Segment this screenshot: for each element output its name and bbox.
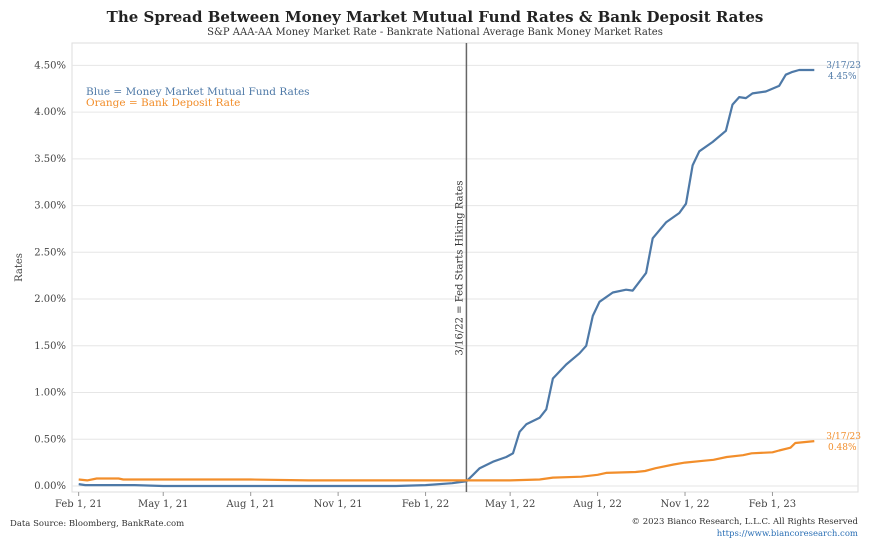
- y-tick-label: 3.50%: [34, 154, 66, 165]
- chart-title: The Spread Between Money Market Mutual F…: [106, 8, 764, 26]
- y-tick-label: 0.50%: [34, 434, 66, 445]
- x-tick-label: May 1, 22: [485, 499, 535, 510]
- copyright-note: © 2023 Bianco Research, L.L.C. All Right…: [631, 517, 858, 527]
- copyright-block: © 2023 Bianco Research, L.L.C. All Right…: [632, 516, 858, 540]
- x-tick-label: Aug 1, 22: [572, 499, 622, 510]
- y-tick-label: 4.00%: [34, 107, 66, 118]
- legend-entry-orange: Orange = Bank Deposit Rate: [86, 97, 240, 109]
- x-tick-label: Feb 1, 22: [402, 499, 449, 510]
- x-tick-label: Feb 1, 21: [55, 499, 102, 510]
- y-tick-label: 3.00%: [34, 201, 66, 212]
- website-link[interactable]: https://www.biancoresearch.com: [716, 529, 858, 539]
- series-end-date-label: 3/17/23: [826, 432, 861, 442]
- chart-subtitle: S&P AAA-AA Money Market Rate - Bankrate …: [207, 27, 663, 38]
- series-end-value-label: 4.45%: [828, 72, 857, 82]
- y-tick-label: 0.00%: [34, 481, 66, 492]
- x-tick-label: May 1, 21: [138, 499, 188, 510]
- legend-entry-blue: Blue = Money Market Mutual Fund Rates: [86, 86, 310, 98]
- fed-hike-label: 3/16/22 = Fed Starts Hiking Rates: [454, 180, 465, 355]
- y-tick-label: 1.00%: [34, 388, 66, 399]
- bank-deposit-line: [78, 440, 815, 482]
- x-tick-label: Aug 1, 21: [225, 499, 275, 510]
- series-end-date-label: 3/17/23: [826, 61, 861, 71]
- y-tick-label: 2.50%: [34, 247, 66, 258]
- y-tick-label: 4.50%: [34, 60, 66, 71]
- x-tick-label: Nov 1, 21: [314, 499, 363, 510]
- money-market-fund-line: [78, 68, 815, 488]
- x-tick-label: Feb 1, 23: [749, 499, 796, 510]
- y-axis-label: Rates: [14, 253, 25, 282]
- series-end-value-label: 0.48%: [828, 443, 857, 453]
- y-tick-label: 2.00%: [34, 294, 66, 305]
- y-tick-label: 1.50%: [34, 341, 66, 352]
- x-tick-label: Nov 1, 22: [660, 499, 709, 510]
- plot-frame: [71, 42, 859, 493]
- data-source-note: Data Source: Bloomberg, BankRate.com: [10, 519, 185, 529]
